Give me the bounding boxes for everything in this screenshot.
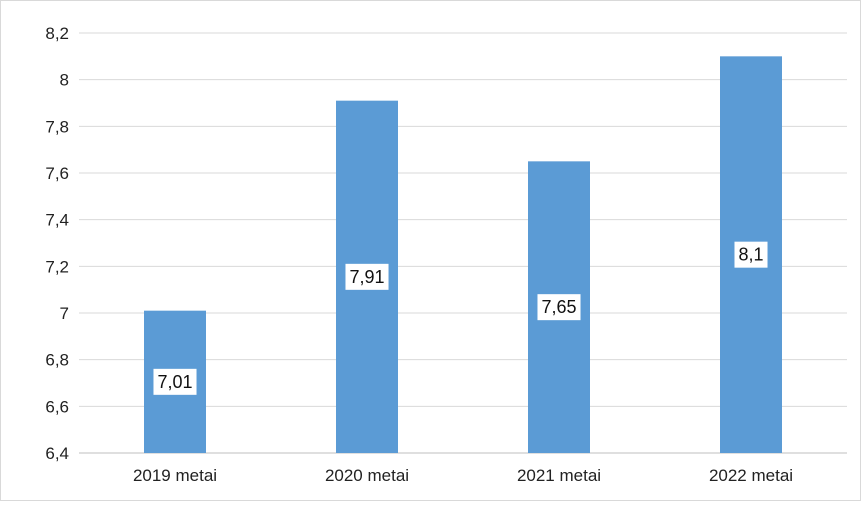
y-tick-label: 7,4 — [45, 211, 69, 230]
y-tick-label: 6,4 — [45, 444, 69, 463]
gridlines — [79, 32, 847, 454]
data-label: 8,1 — [734, 241, 768, 268]
data-label-text: 7,01 — [157, 372, 192, 392]
data-label: 7,91 — [345, 263, 389, 290]
data-labels: 7,01 7,91 7,65 8,1 — [153, 241, 768, 395]
x-tick-label: 2021 metai — [517, 466, 601, 485]
data-label: 7,65 — [537, 294, 581, 321]
bars — [144, 56, 782, 454]
x-tick-label: 2020 metai — [325, 466, 409, 485]
y-tick-label: 7 — [60, 304, 69, 323]
data-label-text: 7,91 — [349, 267, 384, 287]
data-label-box — [153, 368, 197, 395]
data-label-text: 7,65 — [541, 297, 576, 317]
y-tick-label: 7,6 — [45, 164, 69, 183]
x-axis-tick-labels: 2019 metai 2020 metai 2021 metai 2022 metai — [133, 466, 793, 485]
y-tick-label: 6,6 — [45, 397, 69, 416]
y-axis-tick-labels: 6,4 6,6 6,8 7 7,2 7,4 7,6 7,8 8 8,2 — [45, 24, 69, 463]
data-label-text: 8,1 — [738, 245, 763, 265]
data-label: 7,01 — [153, 368, 197, 395]
y-tick-label: 7,8 — [45, 117, 69, 136]
data-label-box — [537, 294, 581, 321]
data-label-box — [734, 241, 768, 268]
y-tick-label: 8 — [60, 71, 69, 90]
x-tick-label: 2019 metai — [133, 466, 217, 485]
y-tick-label: 6,8 — [45, 351, 69, 370]
y-tick-label: 8,2 — [45, 24, 69, 43]
x-tick-label: 2022 metai — [709, 466, 793, 485]
data-label-box — [345, 263, 389, 290]
y-tick-label: 7,2 — [45, 257, 69, 276]
